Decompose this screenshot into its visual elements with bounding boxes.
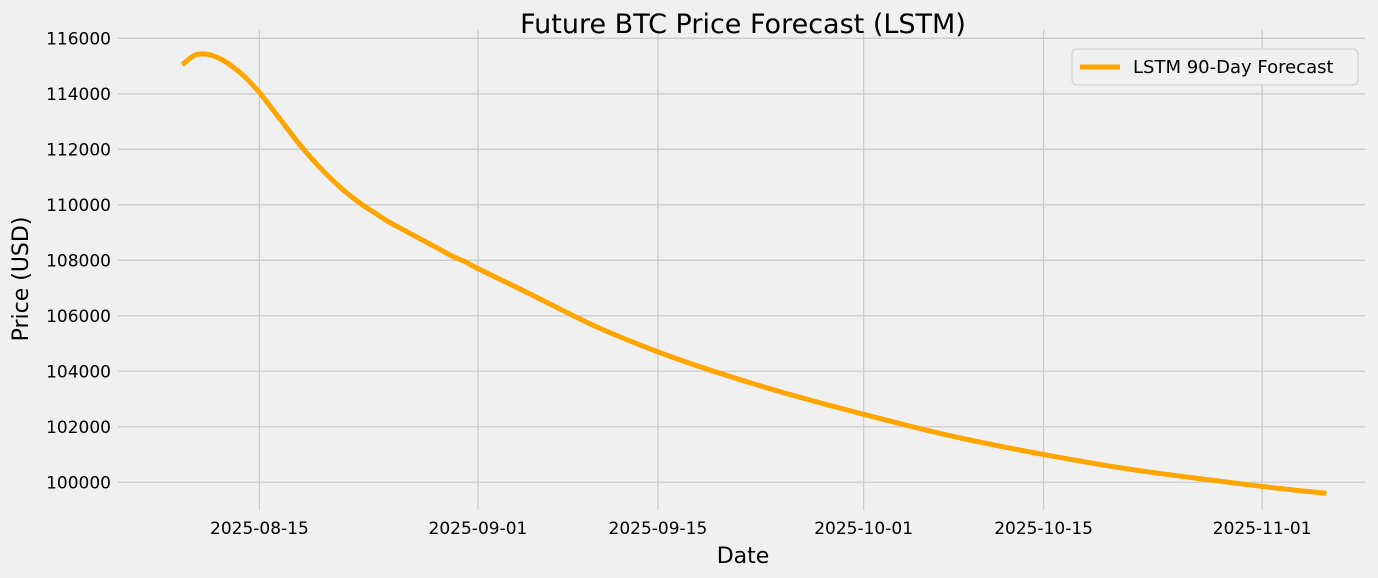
y-tick-label: 116000 <box>46 29 111 49</box>
x-tick-label: 2025-09-15 <box>609 519 708 539</box>
series-layer <box>180 51 1327 496</box>
y-tick-labels: 100000 102000 104000 106000 108000 110000 1120… <box>46 29 111 493</box>
y-tick-label: 112000 <box>46 140 111 160</box>
x-tick-label: 2025-10-01 <box>814 519 913 539</box>
series-line-lstm-forecast <box>180 51 1327 496</box>
y-tick-label: 114000 <box>46 85 111 105</box>
x-tick-label: 2025-09-01 <box>429 519 528 539</box>
x-tick-label: 2025-08-15 <box>210 519 309 539</box>
y-grid <box>118 37 1365 483</box>
legend: LSTM 90-Day Forecast <box>1071 48 1359 86</box>
y-tick-label: 110000 <box>46 196 111 216</box>
y-axis-label: Price (USD) <box>9 217 34 342</box>
x-tick-label: 2025-10-15 <box>994 519 1093 539</box>
y-tick-label: 104000 <box>46 362 111 382</box>
legend-box <box>1071 48 1359 86</box>
y-tick-label: 108000 <box>46 251 111 271</box>
legend-label: LSTM 90-Day Forecast <box>1133 57 1334 78</box>
y-tick-label: 106000 <box>46 307 111 327</box>
y-tick-label: 102000 <box>46 418 111 438</box>
x-axis-label: Date <box>717 544 770 569</box>
x-grid <box>258 30 1263 510</box>
chart-title: Future BTC Price Forecast (LSTM) <box>520 9 966 40</box>
x-tick-label: 2025-11-01 <box>1213 519 1312 539</box>
y-tick-label: 100000 <box>46 473 111 493</box>
x-tick-labels: 2025-08-15 2025-09-01 2025-09-15 2025-10-01… <box>210 519 1312 539</box>
